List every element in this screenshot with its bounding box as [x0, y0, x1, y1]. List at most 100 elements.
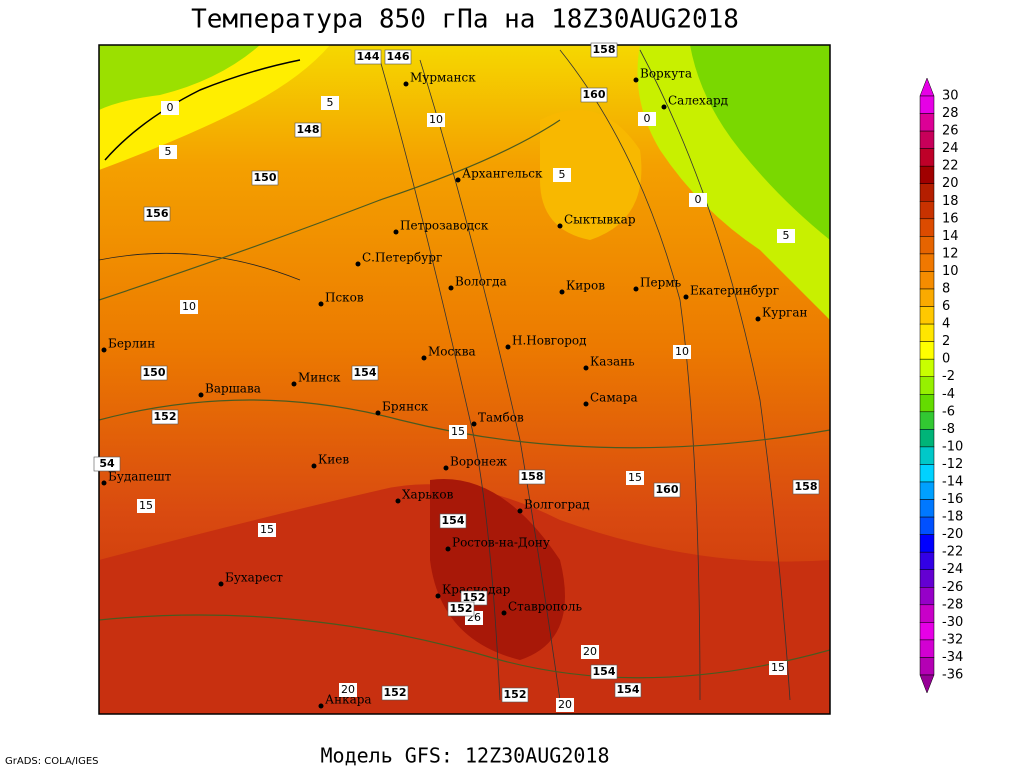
isotherm-box: [321, 96, 339, 110]
height-label: 152: [450, 602, 473, 615]
colorbar-cell: [919, 323, 935, 342]
city-label: Казань: [590, 355, 635, 369]
colorbar-label: 8: [942, 282, 950, 297]
city-label: Курган: [762, 306, 807, 320]
height-label: 160: [656, 483, 679, 496]
city-dot: [755, 316, 761, 322]
city-label: Будапешт: [108, 470, 172, 484]
city-label: Воркута: [640, 67, 692, 81]
city-dot: [318, 703, 324, 709]
colorbar-label: 24: [942, 141, 959, 156]
height-label: 160: [583, 88, 606, 101]
colorbar-cell: [919, 201, 935, 220]
colorbar-label: -22: [942, 545, 963, 560]
city-label: Тамбов: [478, 411, 524, 425]
city-label: Петрозаводск: [400, 219, 489, 233]
city-label: Харьков: [402, 488, 454, 502]
isotherm-label: 0: [695, 193, 702, 206]
colorbar-cell: [919, 376, 935, 395]
map-frame: [98, 44, 831, 715]
colorbar-cell: [919, 288, 935, 307]
city-dot: [101, 480, 107, 486]
isotherm-box: [161, 101, 179, 115]
city-dot: [355, 261, 361, 267]
city-label: Салехард: [668, 94, 728, 108]
isotherm-label: 10: [429, 113, 443, 126]
colorbar-cell: [919, 499, 935, 518]
city-dot: [198, 392, 204, 398]
height-box: [590, 42, 618, 58]
colorbar-label: 2: [942, 334, 950, 349]
colorbar-label: 10: [942, 264, 959, 279]
height-box: [501, 687, 529, 703]
city-dot: [375, 410, 381, 416]
height-box: [151, 409, 179, 425]
colorbar-label: 14: [942, 229, 959, 244]
colorbar-label: -12: [942, 457, 963, 472]
isotherm-label: 20: [341, 683, 355, 696]
colorbar-cell: [919, 464, 935, 483]
colorbar-cell: [919, 534, 935, 553]
isotherm-label: 15: [139, 499, 153, 512]
isotherm-label: 5: [783, 229, 790, 242]
colorbar-cell: [919, 394, 935, 413]
height-label: 154: [593, 665, 616, 678]
height-label: 146: [387, 50, 410, 63]
isotherm-label: 20: [583, 645, 597, 658]
colorbar-cell: [919, 358, 935, 377]
city-dot: [583, 365, 589, 371]
city-label: Н.Новгород: [512, 334, 587, 348]
colorbar-label: -14: [942, 475, 963, 490]
colorbar-label: 20: [942, 176, 959, 191]
height-box: [351, 365, 379, 381]
city-label: Брянск: [382, 400, 429, 414]
city-label: Сыктывкар: [564, 213, 636, 227]
colorbar-cell: [919, 411, 935, 430]
colorbar-label: 6: [942, 299, 950, 314]
colorbar-label: -36: [942, 668, 963, 683]
isotherm-box: [553, 168, 571, 182]
height-label: 148: [297, 123, 320, 136]
height-label: 156: [146, 207, 169, 220]
model-label: Модель GFS: 12Z30AUG2018: [321, 744, 610, 768]
colorbar-cell: [919, 604, 935, 623]
city-dot: [311, 463, 317, 469]
height-box: [143, 206, 171, 222]
colorbar-cell: [919, 622, 935, 641]
colorbar-label: -24: [942, 562, 963, 577]
height-label: 152: [463, 591, 486, 604]
city-dot: [435, 593, 441, 599]
height-label: 152: [384, 686, 407, 699]
colorbar-cell: [919, 236, 935, 255]
city-dot: [291, 381, 297, 387]
isotherm-box: [427, 113, 445, 127]
colorbar-label: -32: [942, 632, 963, 647]
colorbar-cell: [919, 341, 935, 360]
isotherm-label: 0: [644, 112, 651, 125]
height-box: [294, 122, 322, 138]
colorbar-cell: [919, 446, 935, 465]
height-label: 152: [154, 410, 177, 423]
colorbar-label: -4: [942, 387, 955, 402]
height-box: [653, 482, 681, 498]
height-box: [614, 682, 642, 698]
colorbar-cell: [919, 516, 935, 535]
height-label: 150: [254, 171, 277, 184]
colorbar-cell: [919, 306, 935, 325]
isotherm-box: [777, 229, 795, 243]
city-dot: [395, 498, 401, 504]
height-label: 54: [99, 457, 115, 470]
city-label: Екатеринбург: [690, 284, 779, 298]
title: Температура 850 гПа на 18Z30AUG2018: [191, 5, 739, 35]
colorbar-label: -26: [942, 580, 963, 595]
height-label: 150: [143, 366, 166, 379]
city-dot: [471, 421, 477, 427]
colorbar-label: -30: [942, 615, 963, 630]
colorbar-label: 28: [942, 106, 959, 121]
city-label: Архангельск: [462, 167, 543, 181]
colorbar-cell: [919, 429, 935, 448]
city-label: Волгоград: [524, 498, 590, 512]
height-box: [251, 170, 279, 186]
city-label: Мурманск: [410, 71, 476, 85]
